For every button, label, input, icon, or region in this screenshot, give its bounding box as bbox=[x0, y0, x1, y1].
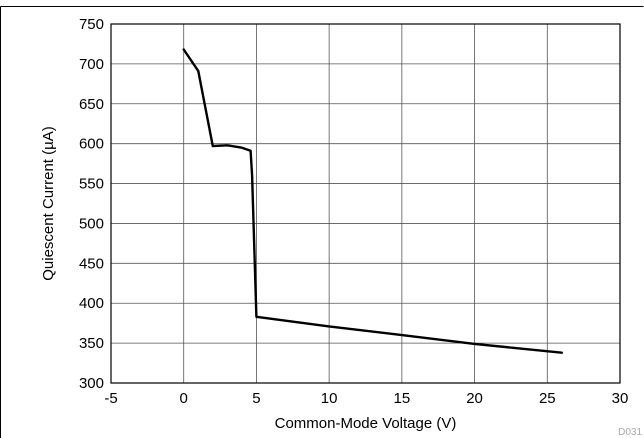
series-layer bbox=[182, 48, 563, 354]
y-tick-label: 450 bbox=[79, 255, 104, 272]
plot-area-border bbox=[110, 23, 621, 384]
gridlines bbox=[111, 24, 620, 383]
y-tick-label: 300 bbox=[79, 375, 104, 392]
x-axis-title: Common-Mode Voltage (V) bbox=[275, 415, 457, 432]
figure-id-label: D031 bbox=[618, 427, 642, 438]
y-tick-label: 650 bbox=[79, 96, 104, 113]
y-axis-title: Quiescent Current (µA) bbox=[40, 126, 57, 281]
y-tick-label: 400 bbox=[79, 295, 104, 312]
x-tick-label: 25 bbox=[539, 390, 556, 407]
y-tick-label: 600 bbox=[79, 136, 104, 153]
x-tick-label: 5 bbox=[252, 390, 260, 407]
x-tick-label: 15 bbox=[394, 390, 411, 407]
y-tick-label: 500 bbox=[79, 215, 104, 232]
x-tick-label: 10 bbox=[321, 390, 338, 407]
tick-labels: -5 0 5 10 15 20 25 30 300 350 400 450 500 550 600 650 70… bbox=[79, 16, 628, 407]
y-tick-label: 350 bbox=[79, 335, 104, 352]
x-tick-label: 30 bbox=[612, 390, 629, 407]
x-tick-label: 20 bbox=[466, 390, 483, 407]
x-tick-label: -5 bbox=[104, 390, 117, 407]
data-series-line bbox=[182, 48, 563, 354]
y-tick-label: 550 bbox=[79, 176, 104, 193]
y-tick-label: 750 bbox=[79, 16, 104, 33]
x-tick-label: 0 bbox=[180, 390, 188, 407]
y-tick-label: 700 bbox=[79, 56, 104, 73]
